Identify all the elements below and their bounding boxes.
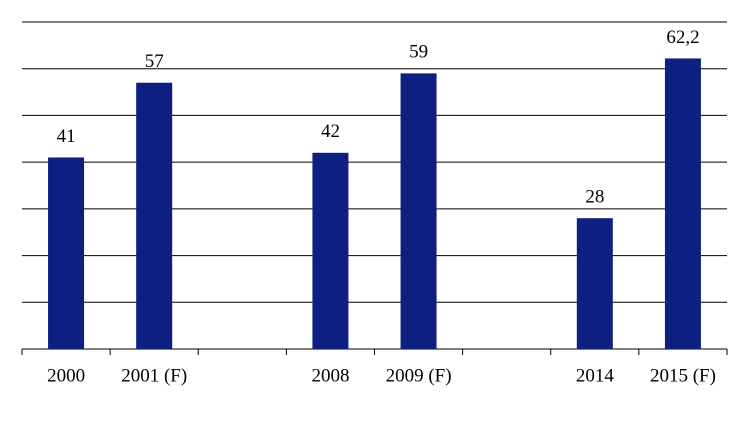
x-tick-label: 2014 xyxy=(576,365,615,386)
value-label: 41 xyxy=(57,126,76,147)
bar xyxy=(664,58,701,350)
x-tick-label: 2008 xyxy=(311,365,349,386)
x-tick-label: 2009 (F) xyxy=(386,365,452,386)
x-tick-label: 2001 (F) xyxy=(121,365,187,386)
value-label: 62,2 xyxy=(666,27,699,48)
bar xyxy=(576,218,613,349)
value-label: 59 xyxy=(409,42,428,63)
bar xyxy=(312,152,349,349)
bar xyxy=(400,73,437,349)
value-label: 57 xyxy=(145,51,164,72)
bar xyxy=(136,82,173,349)
value-label: 28 xyxy=(585,187,604,208)
bar xyxy=(48,157,85,349)
value-label: 42 xyxy=(321,121,340,142)
x-tick-label: 2000 xyxy=(47,365,85,386)
x-tick-label: 2015 (F) xyxy=(650,365,716,386)
